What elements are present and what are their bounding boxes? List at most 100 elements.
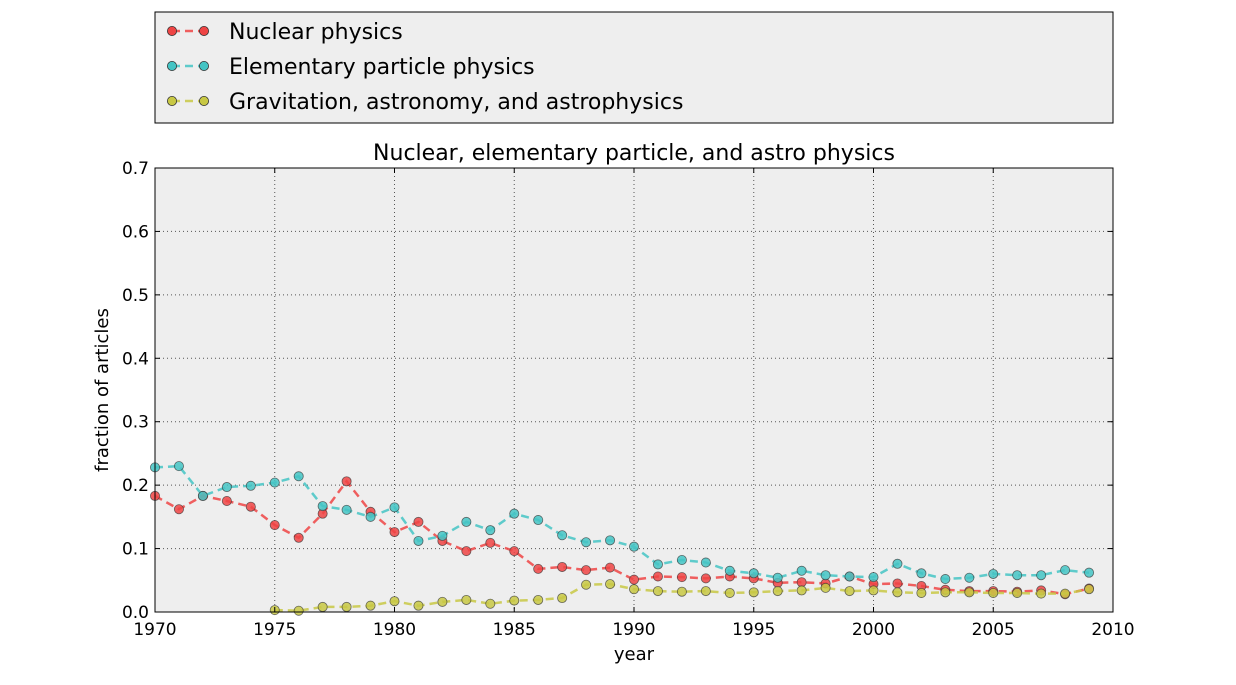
- data-point: [988, 568, 999, 579]
- data-point: [796, 565, 807, 576]
- data-point: [173, 504, 184, 515]
- y-tick-label: 0.3: [122, 413, 149, 433]
- data-point: [1036, 588, 1047, 599]
- data-point: [581, 579, 592, 590]
- legend-swatch-marker: [198, 96, 209, 107]
- data-point: [341, 476, 352, 487]
- data-point: [676, 586, 687, 597]
- data-point: [509, 508, 520, 519]
- y-tick-label: 0.5: [122, 286, 149, 306]
- data-point: [413, 535, 424, 546]
- data-point: [341, 504, 352, 515]
- data-point: [245, 480, 256, 491]
- data-point: [676, 572, 687, 583]
- data-point: [605, 579, 616, 590]
- data-point: [509, 546, 520, 557]
- data-point: [269, 477, 280, 488]
- data-point: [317, 601, 328, 612]
- data-point: [844, 586, 855, 597]
- x-tick-label: 1970: [133, 620, 176, 640]
- data-point: [772, 586, 783, 597]
- data-point: [533, 563, 544, 574]
- y-axis-label: fraction of articles: [92, 308, 113, 472]
- data-point: [269, 520, 280, 531]
- data-point: [293, 471, 304, 482]
- y-tick-label: 0.0: [122, 603, 149, 623]
- data-point: [365, 600, 376, 611]
- legend-swatch-marker: [166, 25, 177, 36]
- data-point: [365, 511, 376, 522]
- data-point: [892, 587, 903, 598]
- data-point: [557, 530, 568, 541]
- x-tick-label: 1975: [253, 620, 296, 640]
- data-point: [389, 596, 400, 607]
- data-point: [796, 577, 807, 588]
- data-point: [868, 585, 879, 596]
- data-point: [652, 559, 663, 570]
- data-point: [173, 461, 184, 472]
- data-point: [700, 573, 711, 584]
- data-point: [796, 585, 807, 596]
- data-point: [700, 586, 711, 597]
- data-point: [1060, 565, 1071, 576]
- data-point: [1084, 567, 1095, 578]
- data-point: [868, 572, 879, 583]
- data-point: [772, 572, 783, 583]
- x-tick-label: 1990: [612, 620, 655, 640]
- data-point: [485, 525, 496, 536]
- y-tick-label: 0.6: [122, 222, 149, 242]
- data-point: [1036, 570, 1047, 581]
- legend-label: Elementary particle physics: [229, 55, 535, 80]
- legend-label: Gravitation, astronomy, and astrophysics: [229, 90, 683, 115]
- data-point: [820, 582, 831, 593]
- data-point: [724, 587, 735, 598]
- data-point: [293, 605, 304, 616]
- data-point: [581, 565, 592, 576]
- data-point: [461, 546, 472, 557]
- data-point: [557, 561, 568, 572]
- data-point: [748, 587, 759, 598]
- data-point: [916, 568, 927, 579]
- data-point: [605, 535, 616, 546]
- data-point: [437, 596, 448, 607]
- data-point: [652, 586, 663, 597]
- legend-box: [154, 11, 1114, 124]
- data-point: [485, 537, 496, 548]
- data-point: [916, 587, 927, 598]
- series-group: [149, 461, 1095, 585]
- legend-swatch-marker: [166, 61, 177, 72]
- data-point: [557, 593, 568, 604]
- data-point: [533, 515, 544, 526]
- legend-swatch-marker: [198, 61, 209, 72]
- x-tick-label: 2005: [972, 620, 1015, 640]
- data-point: [197, 490, 208, 501]
- data-point: [988, 587, 999, 598]
- x-axis-label: year: [614, 644, 655, 665]
- data-point: [293, 532, 304, 543]
- data-point: [533, 594, 544, 605]
- series-group: [269, 579, 1095, 616]
- series-line: [154, 464, 1090, 581]
- x-tick-label: 1980: [373, 620, 416, 640]
- x-tick-label: 1995: [732, 620, 775, 640]
- data-point: [1084, 584, 1095, 595]
- data-point: [461, 594, 472, 605]
- data-point: [221, 495, 232, 506]
- data-point: [1060, 588, 1071, 599]
- y-tick-label: 0.7: [122, 159, 149, 179]
- data-point: [964, 587, 975, 598]
- data-point: [509, 595, 520, 606]
- data-point: [413, 600, 424, 611]
- y-tick-label: 0.1: [122, 540, 149, 560]
- data-point: [629, 541, 640, 552]
- chart-title: Nuclear, elementary particle, and astro …: [373, 141, 895, 166]
- data-point: [940, 587, 951, 598]
- data-point: [700, 557, 711, 568]
- y-tick-label: 0.4: [122, 349, 149, 369]
- series-layer: [149, 461, 1095, 616]
- x-tick-label: 2010: [1091, 620, 1134, 640]
- data-point: [892, 578, 903, 589]
- data-point: [892, 558, 903, 569]
- axes: 1970 1975 1980 1985 1990 1995 2000 2005 2010 0.0 0…: [122, 159, 1135, 640]
